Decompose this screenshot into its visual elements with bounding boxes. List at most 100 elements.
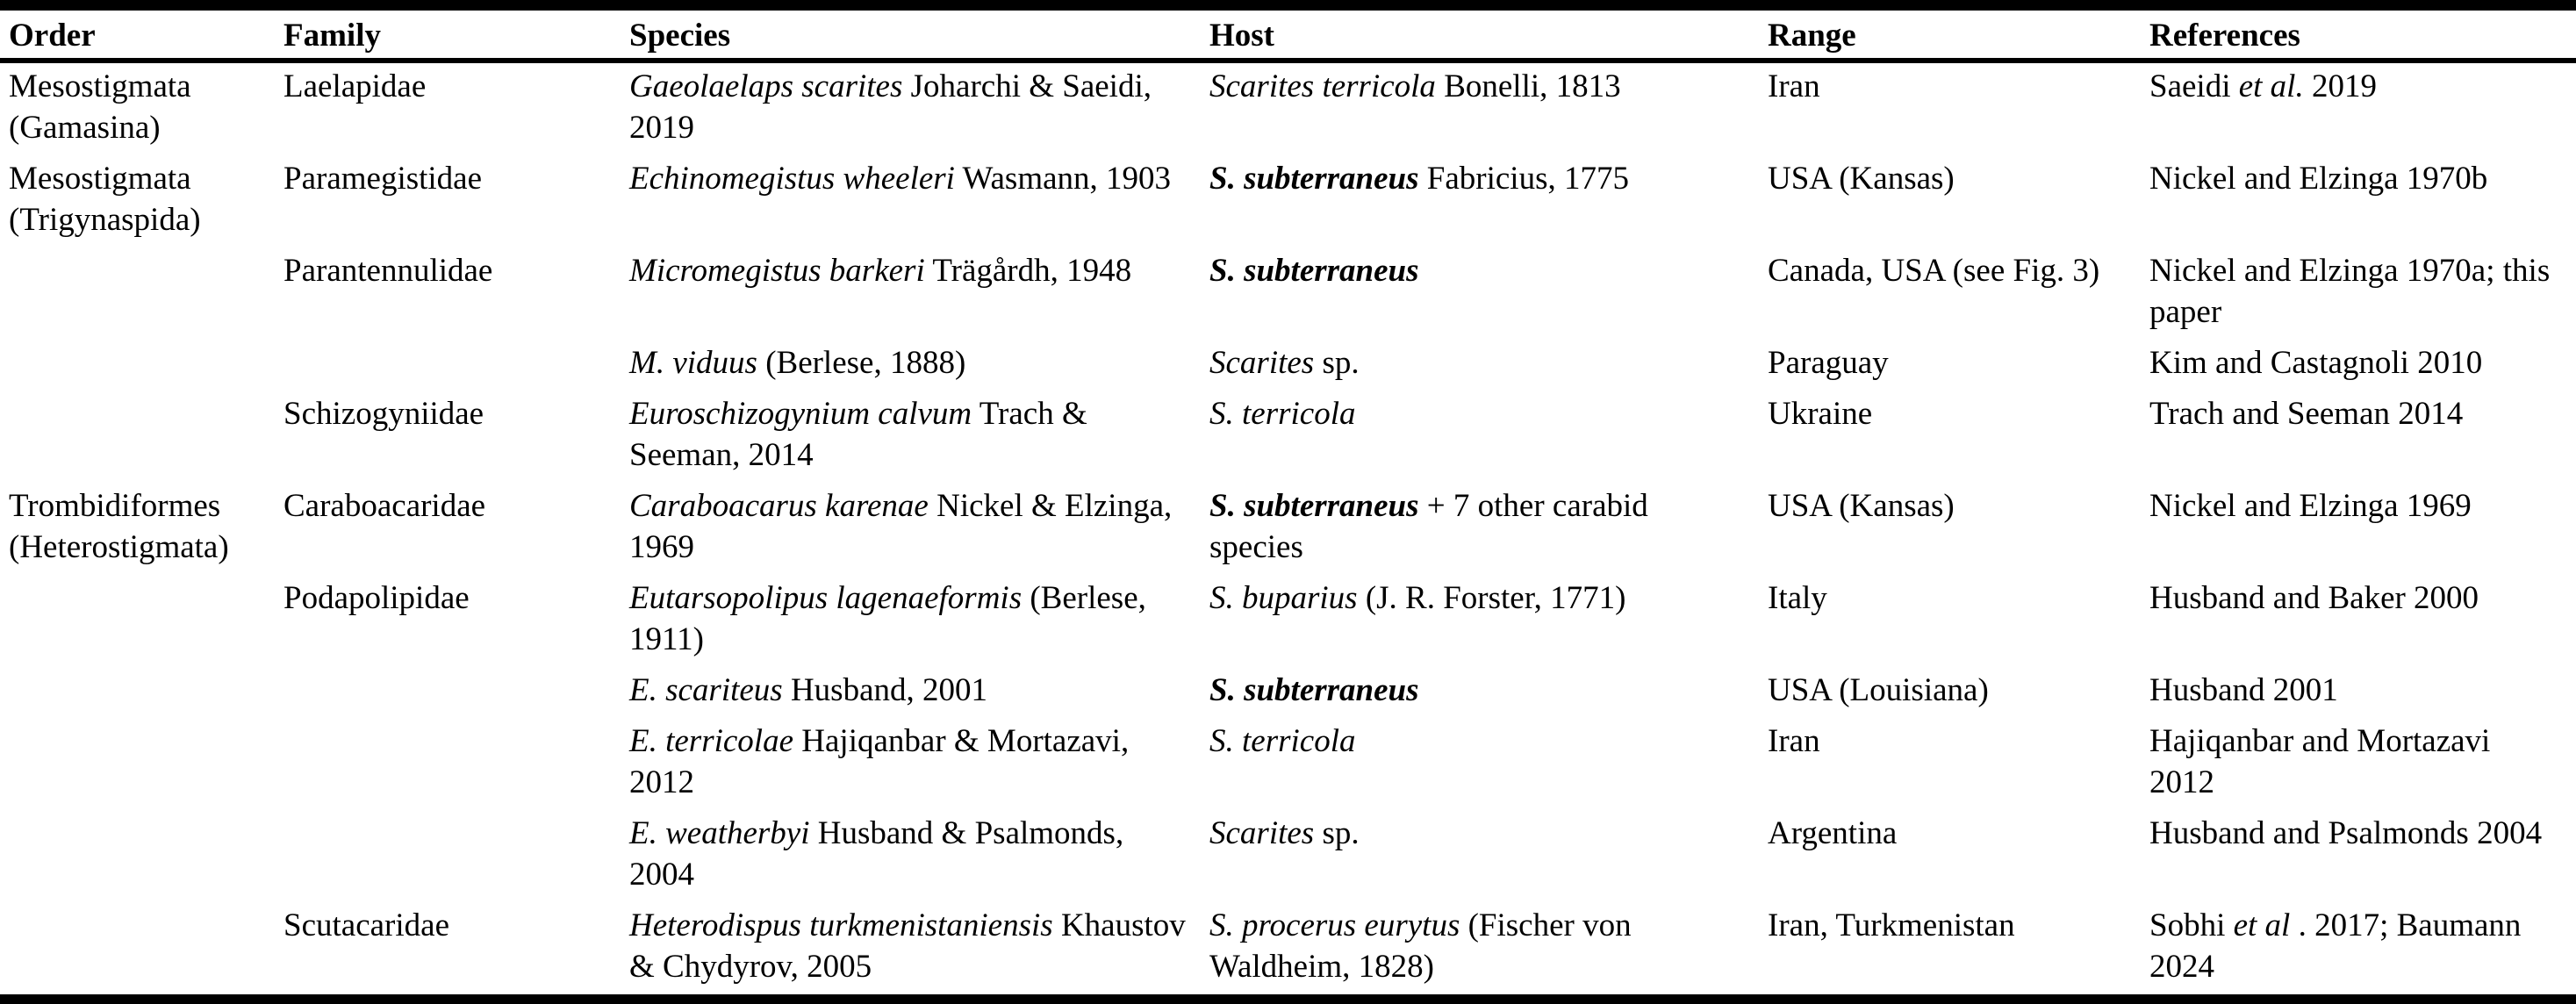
text-segment: Paraguay	[1768, 345, 1889, 381]
cell-references: Nickel and Elzinga 1970b	[2149, 155, 2576, 247]
text-segment: Eutarsopolipus lagenaeformis	[629, 580, 1023, 616]
cell-family: Paramegistidae	[283, 155, 629, 247]
cell-order	[0, 667, 283, 718]
text-segment: Scarites terricola	[1209, 68, 1436, 104]
text-segment: S. subterraneus	[1209, 253, 1419, 289]
text-segment: Joharchi & Saeidi, 2019	[629, 68, 1152, 146]
table-row: Podapolipidae Eutarsopolipus lagenaeformi…	[0, 575, 2576, 667]
text-segment: S. terricola	[1209, 396, 1356, 432]
table-row: E. scariteus Husband, 2001 S. subterraneu…	[0, 667, 2576, 718]
text-segment: Nickel and Elzinga 1970a; this paper	[2149, 253, 2551, 330]
cell-order	[0, 902, 283, 1000]
cell-order	[0, 391, 283, 483]
text-segment: Nickel and Elzinga 1969	[2149, 488, 2472, 524]
table-row: Parantennulidae Micromegistus barkeri Trä…	[0, 247, 2576, 340]
cell-host: Scarites terricola Bonelli, 1813	[1209, 61, 1768, 155]
text-segment: Caraboacarus karenae	[629, 488, 929, 524]
text-segment: (Berlese, 1888)	[757, 345, 966, 381]
table-row: Mesostigmata (Gamasina) Laelapidae Gaeolae…	[0, 61, 2576, 155]
text-segment: et al	[2233, 907, 2299, 943]
column-header-species: Species	[629, 5, 1209, 63]
cell-host: S. subterraneus Fabricius, 1775	[1209, 155, 1768, 247]
cell-species: Eutarsopolipus lagenaeformis (Berlese, 1…	[629, 575, 1209, 667]
cell-range: Italy	[1768, 575, 2149, 667]
text-segment: Hajiqanbar and Mortazavi 2012	[2149, 723, 2491, 800]
cell-references: Trach and Seeman 2014	[2149, 391, 2576, 483]
text-segment: Italy	[1768, 580, 1827, 616]
text-segment: S. procerus eurytus	[1209, 907, 1460, 943]
text-segment: Trägårdh, 1948	[924, 253, 1132, 289]
table-row: M. viduus (Berlese, 1888) Scarites sp. Par…	[0, 340, 2576, 391]
text-segment: Husband 2001	[2149, 672, 2338, 708]
cell-range: Argentina	[1768, 810, 2149, 902]
text-segment: Laelapidae	[283, 68, 427, 104]
cell-range: Paraguay	[1768, 340, 2149, 391]
cell-references: Nickel and Elzinga 1970a; this paper	[2149, 247, 2576, 340]
cell-range: USA (Louisiana)	[1768, 667, 2149, 718]
text-segment: Trach & Seeman, 2014	[629, 396, 1087, 473]
cell-species: Gaeolaelaps scarites Joharchi & Saeidi, …	[629, 61, 1209, 155]
text-segment: (Berlese, 1911)	[629, 580, 1146, 657]
text-segment: Iran	[1768, 723, 1820, 759]
text-segment: Nickel & Elzinga, 1969	[629, 488, 1173, 565]
cell-range: Iran	[1768, 718, 2149, 810]
table-row: Mesostigmata (Trigynaspida) Paramegistida…	[0, 155, 2576, 247]
table-header: Order Family Species Host Range References	[0, 5, 2576, 63]
cell-order: Mesostigmata (Gamasina)	[0, 61, 283, 155]
cell-family: Laelapidae	[283, 61, 629, 155]
text-segment: Bonelli, 1813	[1435, 68, 1621, 104]
cell-references: Husband and Baker 2000	[2149, 575, 2576, 667]
text-segment: Kim and Castagnoli 2010	[2149, 345, 2483, 381]
cell-references: Kim and Castagnoli 2010	[2149, 340, 2576, 391]
cell-range: Iran, Turkmenistan	[1768, 902, 2149, 1000]
text-segment: Iran	[1768, 68, 1820, 104]
text-segment: Parantennulidae	[283, 253, 493, 289]
cell-order	[0, 575, 283, 667]
text-segment: Mesostigmata (Gamasina)	[9, 68, 191, 146]
text-segment: Scutacaridae	[283, 907, 449, 943]
text-segment: Canada, USA (see Fig. 3)	[1768, 253, 2100, 289]
cell-range: Canada, USA (see Fig. 3)	[1768, 247, 2149, 340]
cell-order: Mesostigmata (Trigynaspida)	[0, 155, 283, 247]
text-segment: Husband and Psalmonds 2004	[2149, 815, 2543, 851]
text-segment: Husband and Baker 2000	[2149, 580, 2479, 616]
table-header-row: Order Family Species Host Range References	[0, 5, 2576, 63]
cell-species: E. terricolae Hajiqanbar & Mortazavi, 20…	[629, 718, 1209, 810]
cell-host: S. subterraneus	[1209, 667, 1768, 718]
cell-family	[283, 667, 629, 718]
cell-family: Scutacaridae	[283, 902, 629, 1000]
cell-order	[0, 810, 283, 902]
text-segment: Paramegistidae	[283, 161, 483, 197]
text-segment: Gaeolaelaps scarites	[629, 68, 903, 104]
cell-family	[283, 340, 629, 391]
text-segment: Husband & Psalmonds, 2004	[629, 815, 1124, 893]
text-segment: S. buparius	[1209, 580, 1358, 616]
cell-references: Sobhi et al . 2017; Baumann 2024	[2149, 902, 2576, 1000]
text-segment: Nickel and Elzinga 1970b	[2149, 161, 2488, 197]
text-segment: Argentina	[1768, 815, 1898, 851]
cell-species: Caraboacarus karenae Nickel & Elzinga, 1…	[629, 483, 1209, 575]
text-segment: Husband, 2001	[782, 672, 987, 708]
text-segment: E. terricolae	[629, 723, 794, 759]
cell-order	[0, 247, 283, 340]
cell-species: E. weatherbyi Husband & Psalmonds, 2004	[629, 810, 1209, 902]
text-segment: Schizogyniidae	[283, 396, 484, 432]
text-segment: sp.	[1314, 345, 1360, 381]
text-segment: Khaustov & Chydyrov, 2005	[629, 907, 1186, 985]
cell-family: Caraboacaridae	[283, 483, 629, 575]
text-segment: Euroschizogynium calvum	[629, 396, 972, 432]
text-segment: Micromegistus barkeri	[629, 253, 925, 289]
cell-species: M. viduus (Berlese, 1888)	[629, 340, 1209, 391]
cell-host: S. terricola	[1209, 391, 1768, 483]
text-segment: (Fischer von Waldheim, 1828)	[1209, 907, 1632, 985]
column-header-host: Host	[1209, 5, 1768, 63]
text-segment: Trombidiformes (Heterostigmata)	[9, 488, 229, 565]
cell-host: S. subterraneus	[1209, 247, 1768, 340]
column-header-references: References	[2149, 5, 2576, 63]
cell-references: Hajiqanbar and Mortazavi 2012	[2149, 718, 2576, 810]
cell-order	[0, 340, 283, 391]
cell-species: Euroschizogynium calvum Trach & Seeman, …	[629, 391, 1209, 483]
text-segment: Echinomegistus wheeleri	[629, 161, 955, 197]
